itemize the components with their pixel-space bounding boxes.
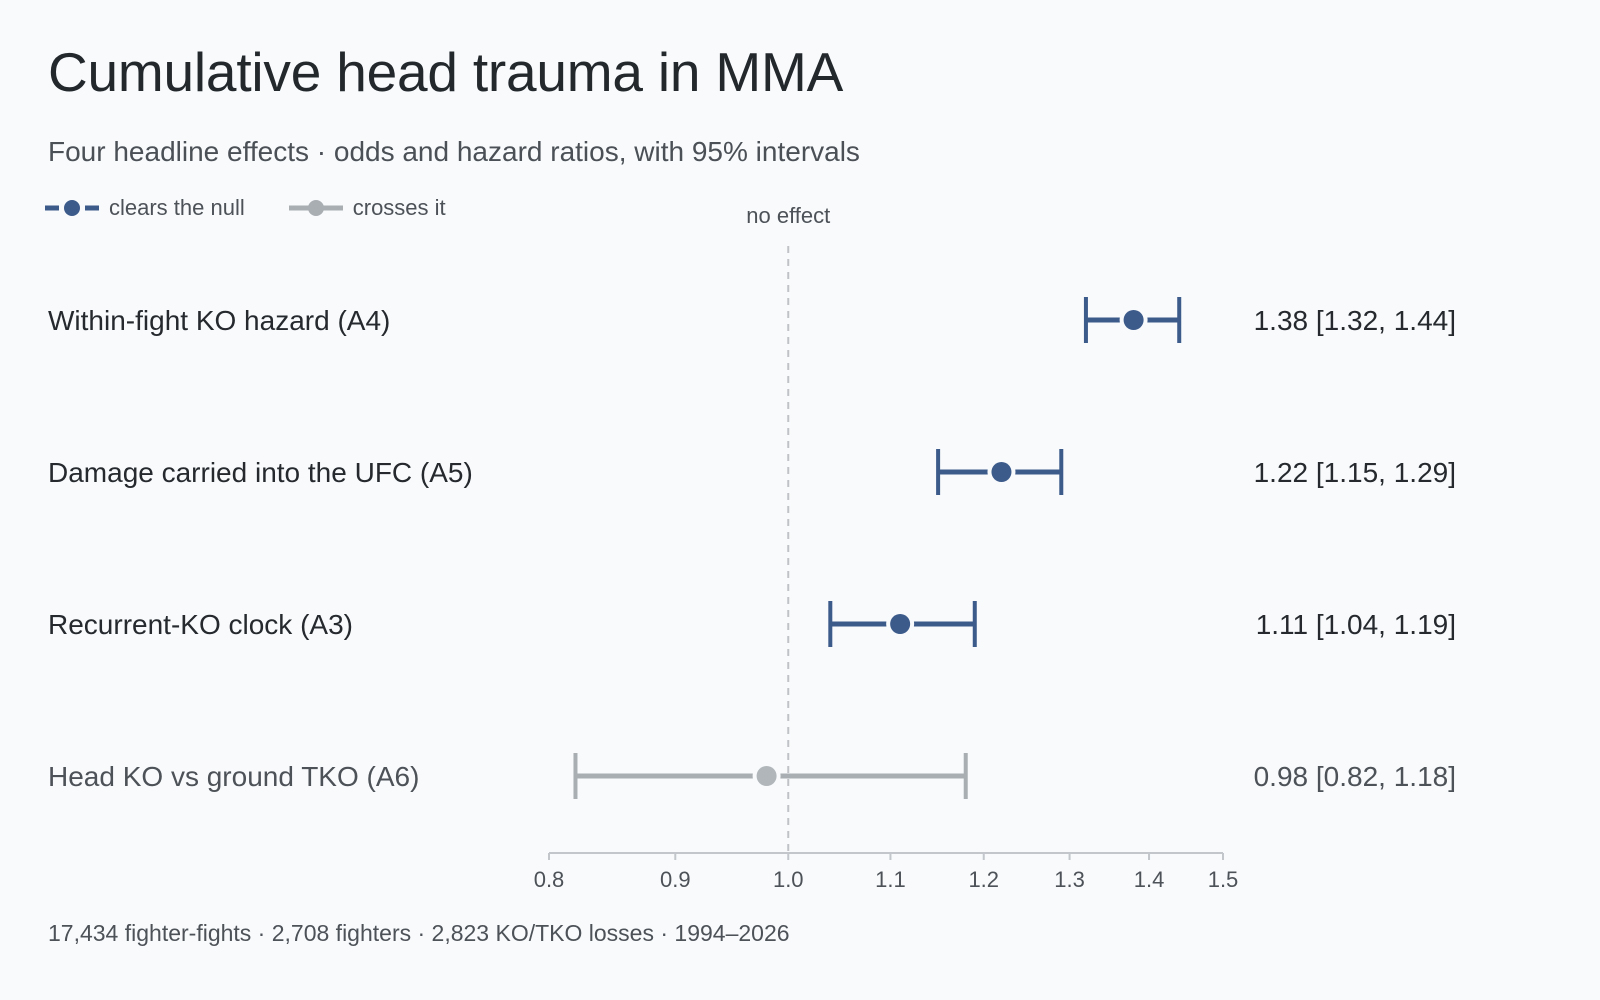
x-tick-label: 1.4 xyxy=(1134,867,1165,892)
legend-item-significant: clears the null xyxy=(45,195,245,221)
x-tick-label: 1.1 xyxy=(875,867,906,892)
row-label: Within-fight KO hazard (A4) xyxy=(48,305,390,336)
reference-label: no effect xyxy=(746,203,830,228)
legend-label-not-significant: crosses it xyxy=(352,195,446,220)
row-label: Damage carried into the UFC (A5) xyxy=(48,457,473,488)
row-value: 1.11 [1.04, 1.19] xyxy=(1256,609,1456,640)
row-label: Head KO vs ground TKO (A6) xyxy=(48,761,419,792)
row-value: 0.98 [0.82, 1.18] xyxy=(1254,761,1456,792)
x-tick-label: 0.8 xyxy=(534,867,565,892)
row-value: 1.38 [1.32, 1.44] xyxy=(1254,305,1456,336)
legend-label-significant: clears the null xyxy=(109,195,245,220)
chart-subtitle: Four headline effects · odds and hazard … xyxy=(48,136,860,167)
point-estimate xyxy=(756,766,777,786)
point-estimate xyxy=(1123,310,1144,330)
legend-item-not-significant: crosses it xyxy=(288,195,446,221)
footer-note: 17,434 fighter-fights · 2,708 fighters ·… xyxy=(48,920,790,946)
x-tick-label: 1.0 xyxy=(773,867,804,892)
x-tick-label: 1.5 xyxy=(1208,867,1239,892)
legend-swatch-not-significant xyxy=(288,200,343,216)
row-label: Recurrent-KO clock (A3) xyxy=(48,609,353,640)
point-estimate xyxy=(890,614,911,634)
chart-title: Cumulative head trauma in MMA xyxy=(48,41,844,103)
x-tick-label: 0.9 xyxy=(660,867,691,892)
row-value: 1.22 [1.15, 1.29] xyxy=(1254,457,1456,488)
point-estimate xyxy=(991,462,1012,482)
x-tick-label: 1.3 xyxy=(1054,867,1085,892)
x-tick-label: 1.2 xyxy=(968,867,999,892)
legend: clears the null crosses it xyxy=(45,194,446,222)
legend-swatch-significant xyxy=(45,200,99,216)
